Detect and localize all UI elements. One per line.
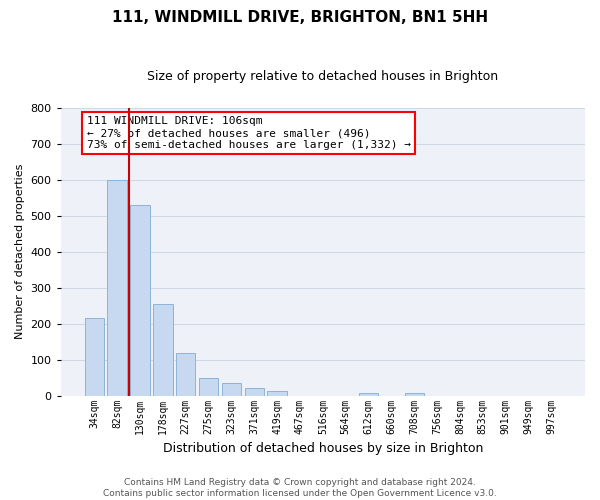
Bar bbox=[153, 304, 173, 396]
Text: 111 WINDMILL DRIVE: 106sqm
← 27% of detached houses are smaller (496)
73% of sem: 111 WINDMILL DRIVE: 106sqm ← 27% of deta… bbox=[87, 116, 411, 150]
Title: Size of property relative to detached houses in Brighton: Size of property relative to detached ho… bbox=[147, 70, 499, 83]
Bar bbox=[107, 180, 127, 396]
Bar bbox=[268, 392, 287, 396]
Text: Contains HM Land Registry data © Crown copyright and database right 2024.
Contai: Contains HM Land Registry data © Crown c… bbox=[103, 478, 497, 498]
Bar bbox=[176, 353, 196, 396]
Y-axis label: Number of detached properties: Number of detached properties bbox=[15, 164, 25, 340]
Bar bbox=[404, 393, 424, 396]
X-axis label: Distribution of detached houses by size in Brighton: Distribution of detached houses by size … bbox=[163, 442, 483, 455]
Bar bbox=[245, 388, 264, 396]
Text: 111, WINDMILL DRIVE, BRIGHTON, BN1 5HH: 111, WINDMILL DRIVE, BRIGHTON, BN1 5HH bbox=[112, 10, 488, 25]
Bar bbox=[221, 383, 241, 396]
Bar bbox=[85, 318, 104, 396]
Bar bbox=[359, 393, 378, 396]
Bar bbox=[130, 205, 149, 396]
Bar bbox=[199, 378, 218, 396]
